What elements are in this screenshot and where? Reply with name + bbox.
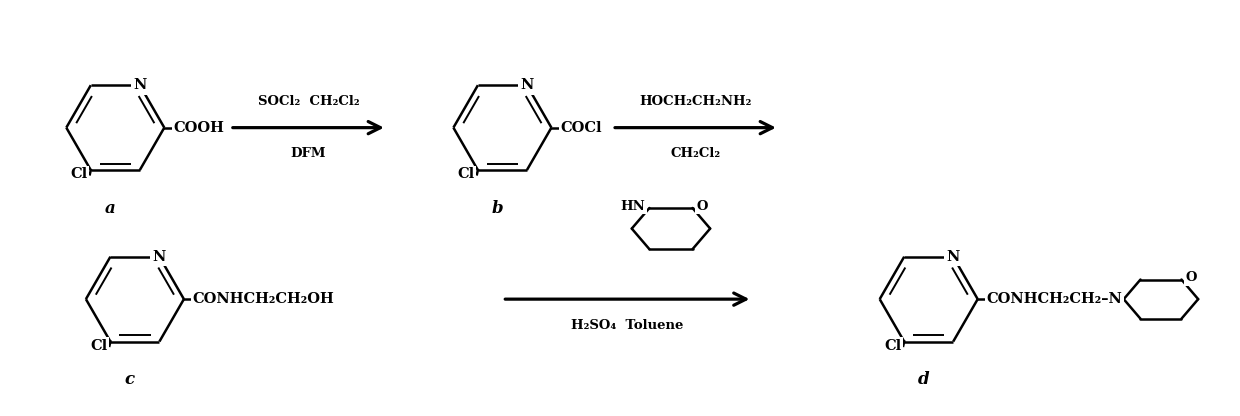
Text: O: O — [1185, 271, 1197, 284]
Text: COOH: COOH — [174, 121, 224, 135]
Text: CONHCH₂CH₂OH: CONHCH₂CH₂OH — [192, 292, 335, 306]
Text: HN: HN — [621, 200, 646, 213]
Text: a: a — [105, 200, 115, 216]
Text: CH₂Cl₂: CH₂Cl₂ — [671, 147, 720, 160]
Text: N: N — [133, 78, 146, 92]
Text: d: d — [918, 371, 930, 388]
Text: SOCl₂  CH₂Cl₂: SOCl₂ CH₂Cl₂ — [258, 95, 360, 108]
Text: H₂SO₄  Toluene: H₂SO₄ Toluene — [572, 319, 683, 332]
Text: CONHCH₂CH₂–N: CONHCH₂CH₂–N — [987, 292, 1122, 306]
Text: HOCH₂CH₂NH₂: HOCH₂CH₂NH₂ — [640, 95, 751, 108]
Text: Cl: Cl — [71, 167, 88, 181]
Text: Cl: Cl — [458, 167, 475, 181]
Text: DFM: DFM — [290, 147, 326, 160]
Text: Cl: Cl — [884, 339, 901, 353]
Text: c: c — [125, 371, 135, 388]
Text: N: N — [153, 250, 166, 264]
Text: b: b — [492, 200, 503, 216]
Text: N: N — [521, 78, 533, 92]
Text: N: N — [946, 250, 960, 264]
Text: O: O — [697, 200, 708, 213]
Text: COCl: COCl — [560, 121, 601, 135]
Text: Cl: Cl — [91, 339, 108, 353]
